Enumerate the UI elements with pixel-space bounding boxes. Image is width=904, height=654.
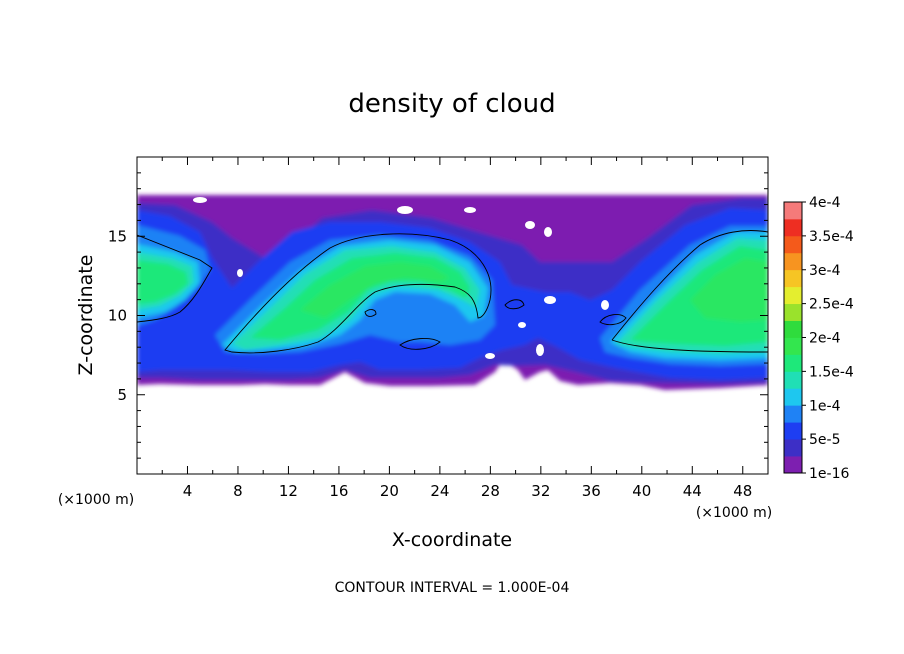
y-tick-label: 10	[108, 307, 127, 325]
cloud-gaps	[193, 197, 609, 359]
x-unit-label: (×1000 m)	[696, 505, 772, 521]
region-green-core	[300, 258, 768, 322]
x-tick-label: 28	[481, 482, 500, 500]
colorbar-label: 1.5e-4	[809, 364, 854, 380]
x-tick-label: 48	[733, 482, 752, 500]
colorbar-swatch	[784, 235, 802, 254]
colorbar-label: 4e-4	[809, 195, 841, 211]
colorbar-label: 3.5e-4	[809, 229, 854, 245]
x-tick-label: 32	[531, 482, 550, 500]
x-axis-label: X-coordinate	[392, 529, 512, 551]
x-tick-label: 44	[683, 482, 702, 500]
colorbar-swatch	[784, 202, 802, 220]
plot-area	[137, 157, 768, 474]
colorbar-swatch	[784, 354, 802, 372]
y-axis-label: Z-coordinate	[75, 255, 97, 376]
x-tick-label: 40	[632, 482, 651, 500]
colorbar-swatch	[784, 456, 802, 474]
x-tick-label: 4	[183, 482, 193, 500]
contour-lines	[137, 230, 768, 354]
colorbar-swatch	[784, 269, 802, 288]
colorbar-swatch	[784, 337, 802, 355]
colorbar-swatch	[784, 371, 802, 389]
colorbar-label: 2.5e-4	[809, 297, 854, 313]
y-tick-label: 5	[117, 386, 127, 404]
colorbar: 1e-16 5e-5 1e-4 1.5e-4 2e-4 2.5e-4 3e-4 3.5e-4 4…	[783, 195, 854, 482]
colorbar-swatch	[784, 405, 802, 423]
colorbar-label: 1e-4	[809, 398, 841, 414]
y-tick-label: 15	[108, 227, 127, 245]
x-tick-label: 20	[380, 482, 399, 500]
colorbar-swatch	[784, 388, 802, 406]
x-tick-label: 24	[430, 482, 449, 500]
x-tick-label: 36	[582, 482, 601, 500]
region-green	[137, 246, 768, 346]
colorbar-label: 1e-16	[809, 466, 849, 482]
colorbar-label: 5e-5	[809, 432, 840, 448]
x-tick-label: 16	[329, 482, 348, 500]
x-tick-label: 12	[279, 482, 298, 500]
colorbar-swatch	[784, 218, 802, 237]
colorbar-swatch	[784, 252, 802, 271]
colorbar-swatch	[784, 439, 802, 457]
colorbar-swatch	[784, 320, 802, 338]
colorbar-swatch	[784, 286, 802, 305]
x-axis: 4 8 12 16 20 24 28 32 36 40 44 48	[136, 157, 769, 500]
colorbar-swatch	[784, 303, 802, 321]
colorbar-label: 3e-4	[809, 263, 841, 279]
y-axis: 5 10 15	[108, 156, 768, 475]
contour-interval-note: CONTOUR INTERVAL = 1.000E-04	[335, 580, 570, 596]
x-tick-label: 8	[233, 482, 243, 500]
chart-title: density of cloud	[348, 89, 555, 119]
colorbar-swatch	[784, 422, 802, 440]
colorbar-label: 2e-4	[809, 331, 841, 347]
z-unit-label: (×1000 m)	[58, 492, 134, 508]
